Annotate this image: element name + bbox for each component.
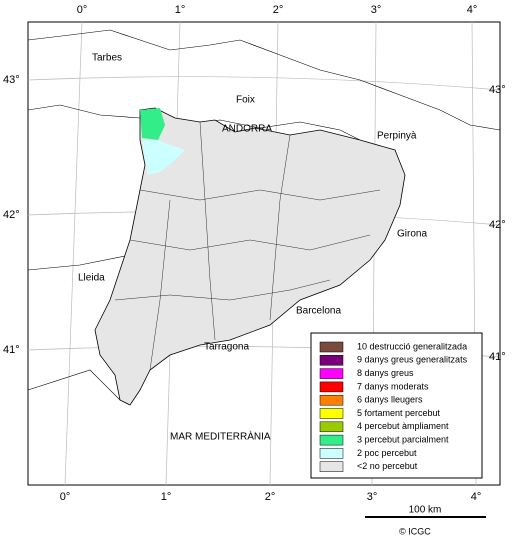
legend-swatch xyxy=(319,394,344,406)
lon-label: 3° xyxy=(367,491,378,503)
legend-swatch xyxy=(319,341,344,353)
place-label: Lleida xyxy=(78,273,105,284)
legend-label: 10 destrucció generalitzada xyxy=(357,341,467,351)
lon-label: 1° xyxy=(175,4,186,16)
legend-swatch xyxy=(319,421,344,433)
lat-label: 41° xyxy=(489,351,506,363)
legend-label: 3 percebut parcialment xyxy=(357,434,449,444)
lon-label: 2° xyxy=(265,491,276,503)
legend-swatch xyxy=(319,408,344,419)
lat-label: 43° xyxy=(3,74,20,86)
lat-label: 41° xyxy=(3,344,20,356)
area-intensity-2 xyxy=(142,140,185,175)
legend-label: 4 percebut àmpliament xyxy=(357,421,449,431)
scale-label: 100 km xyxy=(409,505,442,516)
legend-swatch xyxy=(319,448,344,459)
legend-swatch xyxy=(319,368,344,379)
legend-label: 2 poc percebut xyxy=(357,448,417,458)
legend-label: 7 danys moderats xyxy=(357,381,429,391)
legend-swatch xyxy=(319,355,344,366)
legend-label: 6 danys lleugers xyxy=(357,395,423,405)
legend-label: 9 danys greus generalitzats xyxy=(357,355,468,365)
lon-label: 0° xyxy=(60,491,71,503)
lat-label: 43° xyxy=(489,84,506,96)
legend-swatch xyxy=(319,434,344,446)
place-label: Perpinyà xyxy=(377,131,417,142)
place-label: Foix xyxy=(236,95,255,106)
legend: 10 destrucció generalitzada 9 danys greus… xyxy=(319,341,468,472)
places: Tarbes Foix ANDORRA Perpinyà Girona Llei… xyxy=(78,53,427,443)
lon-label: 2° xyxy=(273,4,284,16)
place-label: Tarragona xyxy=(204,342,249,353)
legend-label: 8 danys greus xyxy=(357,368,414,378)
lat-label: 42° xyxy=(3,209,20,221)
lon-label: 4° xyxy=(471,491,482,503)
comarques xyxy=(114,121,381,371)
place-label: Barcelona xyxy=(296,306,341,317)
lon-label: 0° xyxy=(77,4,88,16)
place-label: ANDORRA xyxy=(222,124,272,135)
place-label: Girona xyxy=(397,229,427,240)
legend-label: <2 no percebut xyxy=(357,461,418,471)
legend-swatch xyxy=(319,461,344,472)
place-label: Tarbes xyxy=(92,53,122,64)
lon-label: 4° xyxy=(467,4,478,16)
credit: © ICGC xyxy=(399,526,431,536)
lat-label: 42° xyxy=(489,219,506,231)
area-intensity-3 xyxy=(140,108,165,140)
legend-label: 5 fortament percebut xyxy=(357,408,441,418)
lon-label: 1° xyxy=(161,491,172,503)
place-label: MAR MEDITERRÀNIA xyxy=(170,430,271,443)
graticule-labels: 0° 1° 2° 3° 4° 0° 1° 2° 3° 4° 43° 42° 41… xyxy=(3,4,506,503)
lon-label: 3° xyxy=(371,4,382,16)
graticule xyxy=(27,21,501,486)
legend-swatch xyxy=(319,381,344,393)
catalonia xyxy=(94,107,406,406)
